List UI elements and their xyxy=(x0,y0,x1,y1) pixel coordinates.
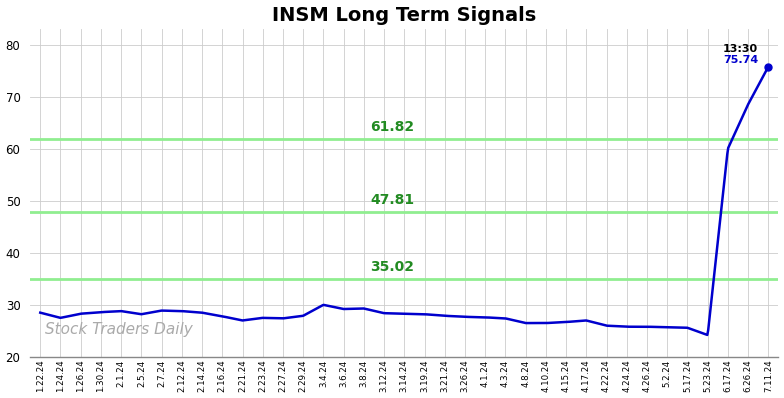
Text: 75.74: 75.74 xyxy=(723,55,758,65)
Text: 35.02: 35.02 xyxy=(370,260,414,274)
Text: 61.82: 61.82 xyxy=(370,121,414,135)
Text: Stock Traders Daily: Stock Traders Daily xyxy=(45,322,193,337)
Title: INSM Long Term Signals: INSM Long Term Signals xyxy=(272,6,536,25)
Text: 47.81: 47.81 xyxy=(370,193,414,207)
Text: 13:30: 13:30 xyxy=(723,44,758,54)
